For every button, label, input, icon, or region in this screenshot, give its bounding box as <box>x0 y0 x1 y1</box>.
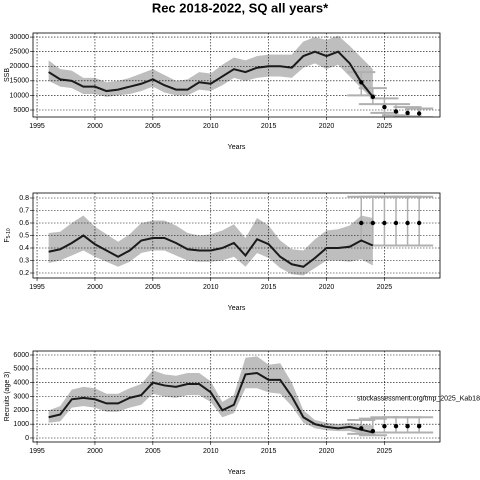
point <box>370 428 376 434</box>
x-tick-label: 2010 <box>203 284 219 291</box>
point <box>370 94 376 100</box>
x-tick-label: 2025 <box>377 284 393 291</box>
confidence-band <box>48 35 373 100</box>
y-tick-label: 30000 <box>10 34 30 41</box>
y-tick-label: 4000 <box>13 380 29 387</box>
plot <box>33 193 440 278</box>
y-tick-label: 6000 <box>13 352 29 359</box>
y-tick-label: 0.3 <box>19 257 29 264</box>
y-tick-label: 10000 <box>10 92 30 99</box>
point <box>382 424 387 429</box>
plot <box>33 33 440 117</box>
point <box>393 220 399 226</box>
estimate-line <box>48 371 374 434</box>
point <box>405 110 410 116</box>
point <box>370 220 376 226</box>
y-tick-label: 0.5 <box>19 232 29 239</box>
annotation: stockassessment.org/tmp_2025_Kab18888_g6… <box>357 395 480 402</box>
y-axis-label-main: SSB <box>4 68 11 82</box>
point <box>359 426 364 431</box>
x-tick-label: 1995 <box>29 448 45 455</box>
chart-title: Rec 2018-2022, SQ all years* <box>152 0 329 15</box>
x-tick-label: 2005 <box>145 123 161 130</box>
point <box>382 220 387 226</box>
y-axis-label-main: Recruits (age 3) <box>4 372 11 422</box>
y-tick-label: 20000 <box>10 63 30 70</box>
x-tick-label: 2020 <box>319 284 335 291</box>
point <box>393 424 399 429</box>
x-axis-label: Years <box>228 305 246 312</box>
plot <box>33 351 440 442</box>
x-tick-label: 2015 <box>261 448 277 455</box>
y-axis-label-sub: 5-10 <box>6 228 12 238</box>
x-tick-label: 2015 <box>261 284 277 291</box>
point <box>416 220 422 226</box>
point <box>416 424 422 429</box>
x-tick-label: 2020 <box>319 123 335 130</box>
y-axis-label: Recruits (age 3) <box>4 372 11 422</box>
x-tick-label: 2000 <box>87 448 103 455</box>
y-tick-label: 0.6 <box>19 220 29 227</box>
y-tick-label: 15000 <box>10 78 30 85</box>
y-tick-label: 0.7 <box>19 207 29 214</box>
point <box>359 220 364 226</box>
point <box>405 424 410 429</box>
x-tick-label: 2015 <box>261 123 277 130</box>
y-tick-label: 0.4 <box>19 245 29 252</box>
point <box>359 80 364 85</box>
x-tick-label: 2025 <box>377 123 393 130</box>
x-tick-label: 2010 <box>203 123 219 130</box>
y-tick-label: 5000 <box>13 366 29 373</box>
point <box>382 104 387 110</box>
x-tick-label: 2005 <box>145 448 161 455</box>
x-tick-label: 1995 <box>29 284 45 291</box>
point <box>405 220 410 226</box>
x-tick-label: 1995 <box>29 123 45 130</box>
point <box>393 109 399 114</box>
x-axis-label: Years <box>228 144 246 151</box>
y-axis-label: F5-10 <box>4 228 12 243</box>
x-tick-label: 2010 <box>203 448 219 455</box>
y-axis-label: SSB <box>4 68 11 82</box>
x-tick-label: 2005 <box>145 284 161 291</box>
x-tick-label: 2020 <box>319 448 335 455</box>
y-tick-label: 2000 <box>13 407 29 414</box>
plot-frame <box>32 32 441 118</box>
y-tick-label: 0.2 <box>19 270 29 277</box>
y-tick-label: 25000 <box>10 49 30 56</box>
point <box>416 111 422 116</box>
estimate-line <box>48 234 374 268</box>
y-tick-label: 0 <box>25 435 29 442</box>
x-tick-label: 2000 <box>87 123 103 130</box>
y-tick-label: 3000 <box>13 393 29 400</box>
x-tick-label: 2000 <box>87 284 103 291</box>
y-tick-label: 0.8 <box>19 195 29 202</box>
y-tick-label: 5000 <box>13 107 29 114</box>
y-tick-label: 1000 <box>13 421 29 428</box>
y-axis-label-main: F <box>4 238 11 242</box>
x-axis-label: Years <box>228 469 246 476</box>
x-tick-label: 2025 <box>377 448 393 455</box>
estimate-line <box>48 50 374 98</box>
